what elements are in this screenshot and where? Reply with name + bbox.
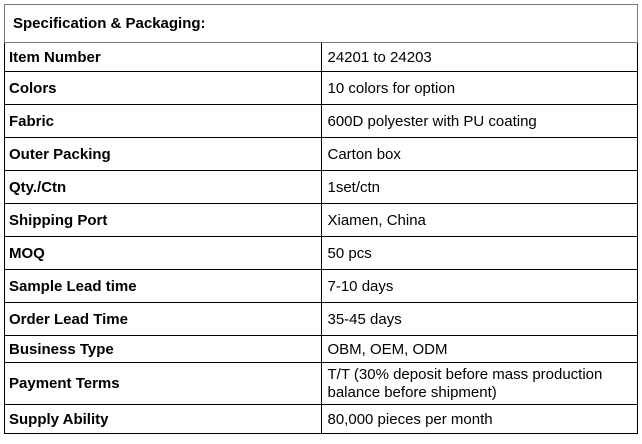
row-label: Colors [4, 71, 322, 105]
table-row: Fabric 600D polyester with PU coating [4, 104, 638, 138]
table-row: Order Lead Time 35-45 days [4, 302, 638, 336]
specification-table: Specification & Packaging: Item Number 2… [4, 4, 638, 434]
table-row: Item Number 24201 to 24203 [4, 42, 638, 72]
table-row: Shipping Port Xiamen, China [4, 203, 638, 237]
row-value: Xiamen, China [320, 203, 638, 237]
row-value: 50 pcs [320, 236, 638, 270]
row-value: 35-45 days [320, 302, 638, 336]
row-label: Item Number [4, 42, 322, 72]
table-row: Qty./Ctn 1set/ctn [4, 170, 638, 204]
row-value: 10 colors for option [320, 71, 638, 105]
row-label: Business Type [4, 335, 322, 363]
row-value: Carton box [320, 137, 638, 171]
row-value: OBM, OEM, ODM [320, 335, 638, 363]
row-value: 600D polyester with PU coating [320, 104, 638, 138]
row-value: 1set/ctn [320, 170, 638, 204]
table-title: Specification & Packaging: [4, 4, 638, 43]
row-value: T/T (30% deposit before mass production … [320, 362, 638, 405]
table-row: Outer Packing Carton box [4, 137, 638, 171]
row-value: 24201 to 24203 [320, 42, 638, 72]
table-row: MOQ 50 pcs [4, 236, 638, 270]
table-row: Payment Terms T/T (30% deposit before ma… [4, 362, 638, 405]
row-label: Supply Ability [4, 404, 322, 434]
row-label: Shipping Port [4, 203, 322, 237]
row-label: Outer Packing [4, 137, 322, 171]
row-value: 7-10 days [320, 269, 638, 303]
table-row: Supply Ability 80,000 pieces per month [4, 404, 638, 434]
row-label: Fabric [4, 104, 322, 138]
table-row: Sample Lead time 7-10 days [4, 269, 638, 303]
row-label: Sample Lead time [4, 269, 322, 303]
row-label: MOQ [4, 236, 322, 270]
table-row: Colors 10 colors for option [4, 71, 638, 105]
row-label: Payment Terms [4, 362, 322, 405]
row-label: Order Lead Time [4, 302, 322, 336]
row-label: Qty./Ctn [4, 170, 322, 204]
table-header-row: Specification & Packaging: [4, 4, 638, 43]
row-value: 80,000 pieces per month [320, 404, 638, 434]
table-row: Business Type OBM, OEM, ODM [4, 335, 638, 363]
